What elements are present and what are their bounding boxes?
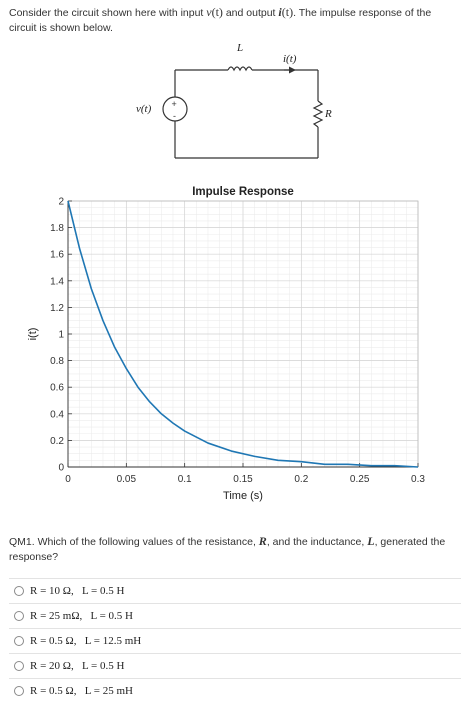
question-text-1: Which of the following values of the res… [34, 536, 259, 548]
intro-text-1: Consider the circuit shown here with inp… [9, 7, 207, 19]
x-tick-label: 0.15 [233, 474, 253, 485]
answer-option-label: R = 25 mΩ, L = 0.5 H [30, 610, 133, 622]
question-text-2: , and the inductance, [266, 536, 368, 548]
question-text-3: , generated the response? [9, 536, 446, 563]
y-tick-label: 2 [58, 197, 64, 208]
y-tick-label: 0.8 [50, 356, 64, 367]
circuit-diagram: L i(t) v(t) + - R [136, 42, 332, 159]
problem-statement: Consider the circuit shown here with inp… [9, 5, 459, 36]
inductor-label: L [236, 42, 243, 54]
x-tick-label: 0.05 [117, 474, 137, 485]
question-text: QM1. Which of the following values of th… [9, 534, 459, 565]
answer-option-1[interactable]: R = 10 Ω, L = 0.5 H [9, 578, 461, 603]
radio-button[interactable] [14, 611, 24, 621]
answer-option-2[interactable]: R = 25 mΩ, L = 0.5 H [9, 603, 461, 628]
x-tick-label: 0 [65, 474, 71, 485]
intro-text-2: and output [222, 7, 279, 19]
y-tick-label: 1 [58, 330, 64, 341]
answer-option-label: R = 20 Ω, L = 0.5 H [30, 660, 125, 672]
x-tick-label: 0.25 [350, 474, 370, 485]
chart-title: Impulse Response [192, 186, 294, 198]
voltage-source-symbol [162, 96, 188, 122]
y-tick-label: 1.8 [50, 223, 64, 234]
answer-option-4[interactable]: R = 20 Ω, L = 0.5 H [9, 653, 461, 678]
impulse-response-curve [67, 200, 419, 468]
source-minus-sign: - [173, 111, 176, 121]
x-axis-label: Time (s) [223, 490, 263, 502]
source-label: v(t) [136, 103, 152, 115]
answer-option-label: R = 10 Ω, L = 0.5 H [30, 585, 125, 597]
y-tick-label: 1.4 [50, 276, 64, 287]
inductance-symbol: L [367, 534, 375, 548]
resistance-symbol: R [258, 534, 267, 548]
y-tick-label: 1.2 [50, 303, 64, 314]
radio-button[interactable] [14, 686, 24, 696]
inductor-symbol [227, 66, 253, 72]
current-label: i(t) [283, 53, 297, 65]
x-tick-label: 0.3 [411, 474, 425, 485]
y-axis-label: i(t) [27, 328, 39, 341]
intro-text-3: . The impulse response of the circuit is… [9, 7, 432, 34]
resistor-symbol [312, 100, 324, 128]
y-tick-label: 1.6 [50, 250, 64, 261]
input-symbol: v [206, 5, 212, 19]
y-tick-label: 0.2 [50, 436, 64, 447]
answer-option-label: R = 0.5 Ω, L = 12.5 mH [30, 635, 142, 647]
radio-button[interactable] [14, 586, 24, 596]
output-argument: (t) [281, 5, 294, 19]
current-arrow-icon [284, 66, 296, 74]
answer-option-3[interactable]: R = 0.5 Ω, L = 12.5 mH [9, 628, 461, 653]
answer-option-label: R = 0.5 Ω, L = 25 mH [30, 685, 133, 697]
x-tick-label: 0.1 [178, 474, 192, 485]
answer-option-5[interactable]: R = 0.5 Ω, L = 25 mH [9, 678, 461, 703]
source-plus-sign: + [172, 99, 177, 109]
impulse-response-chart: 0 0.05 0.1 0.15 0.2 0.25 0.3 0 0.2 0.4 0.6 0.8 1 1.2 1… [27, 186, 425, 502]
question-prefix: QM1. [9, 536, 35, 548]
y-tick-label: 0.4 [50, 409, 64, 420]
answer-options: R = 10 Ω, L = 0.5 H R = 25 mΩ, L = 0.5 H… [9, 578, 461, 703]
x-tick-label: 0.2 [294, 474, 308, 485]
y-tick-label: 0.6 [50, 383, 64, 394]
y-tick-label: 0 [58, 463, 64, 474]
resistor-label: R [324, 108, 332, 120]
radio-button[interactable] [14, 661, 24, 671]
input-argument: (t) [211, 5, 223, 19]
radio-button[interactable] [14, 636, 24, 646]
output-symbol: i [278, 5, 282, 19]
